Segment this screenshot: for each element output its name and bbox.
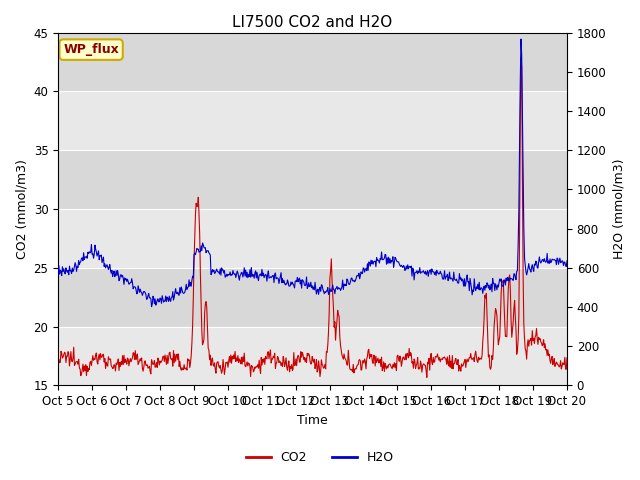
- Legend: CO2, H2O: CO2, H2O: [241, 446, 399, 469]
- Bar: [58, 91, 567, 150]
- Bar: [58, 209, 567, 268]
- Bar: [58, 150, 567, 209]
- Text: WP_flux: WP_flux: [63, 43, 119, 56]
- Title: LI7500 CO2 and H2O: LI7500 CO2 and H2O: [232, 15, 393, 30]
- Bar: [58, 33, 567, 91]
- X-axis label: Time: Time: [297, 414, 328, 427]
- Y-axis label: H2O (mmol/m3): H2O (mmol/m3): [612, 159, 625, 259]
- Bar: [58, 268, 567, 326]
- Bar: [58, 326, 567, 385]
- Y-axis label: CO2 (mmol/m3): CO2 (mmol/m3): [15, 159, 28, 259]
